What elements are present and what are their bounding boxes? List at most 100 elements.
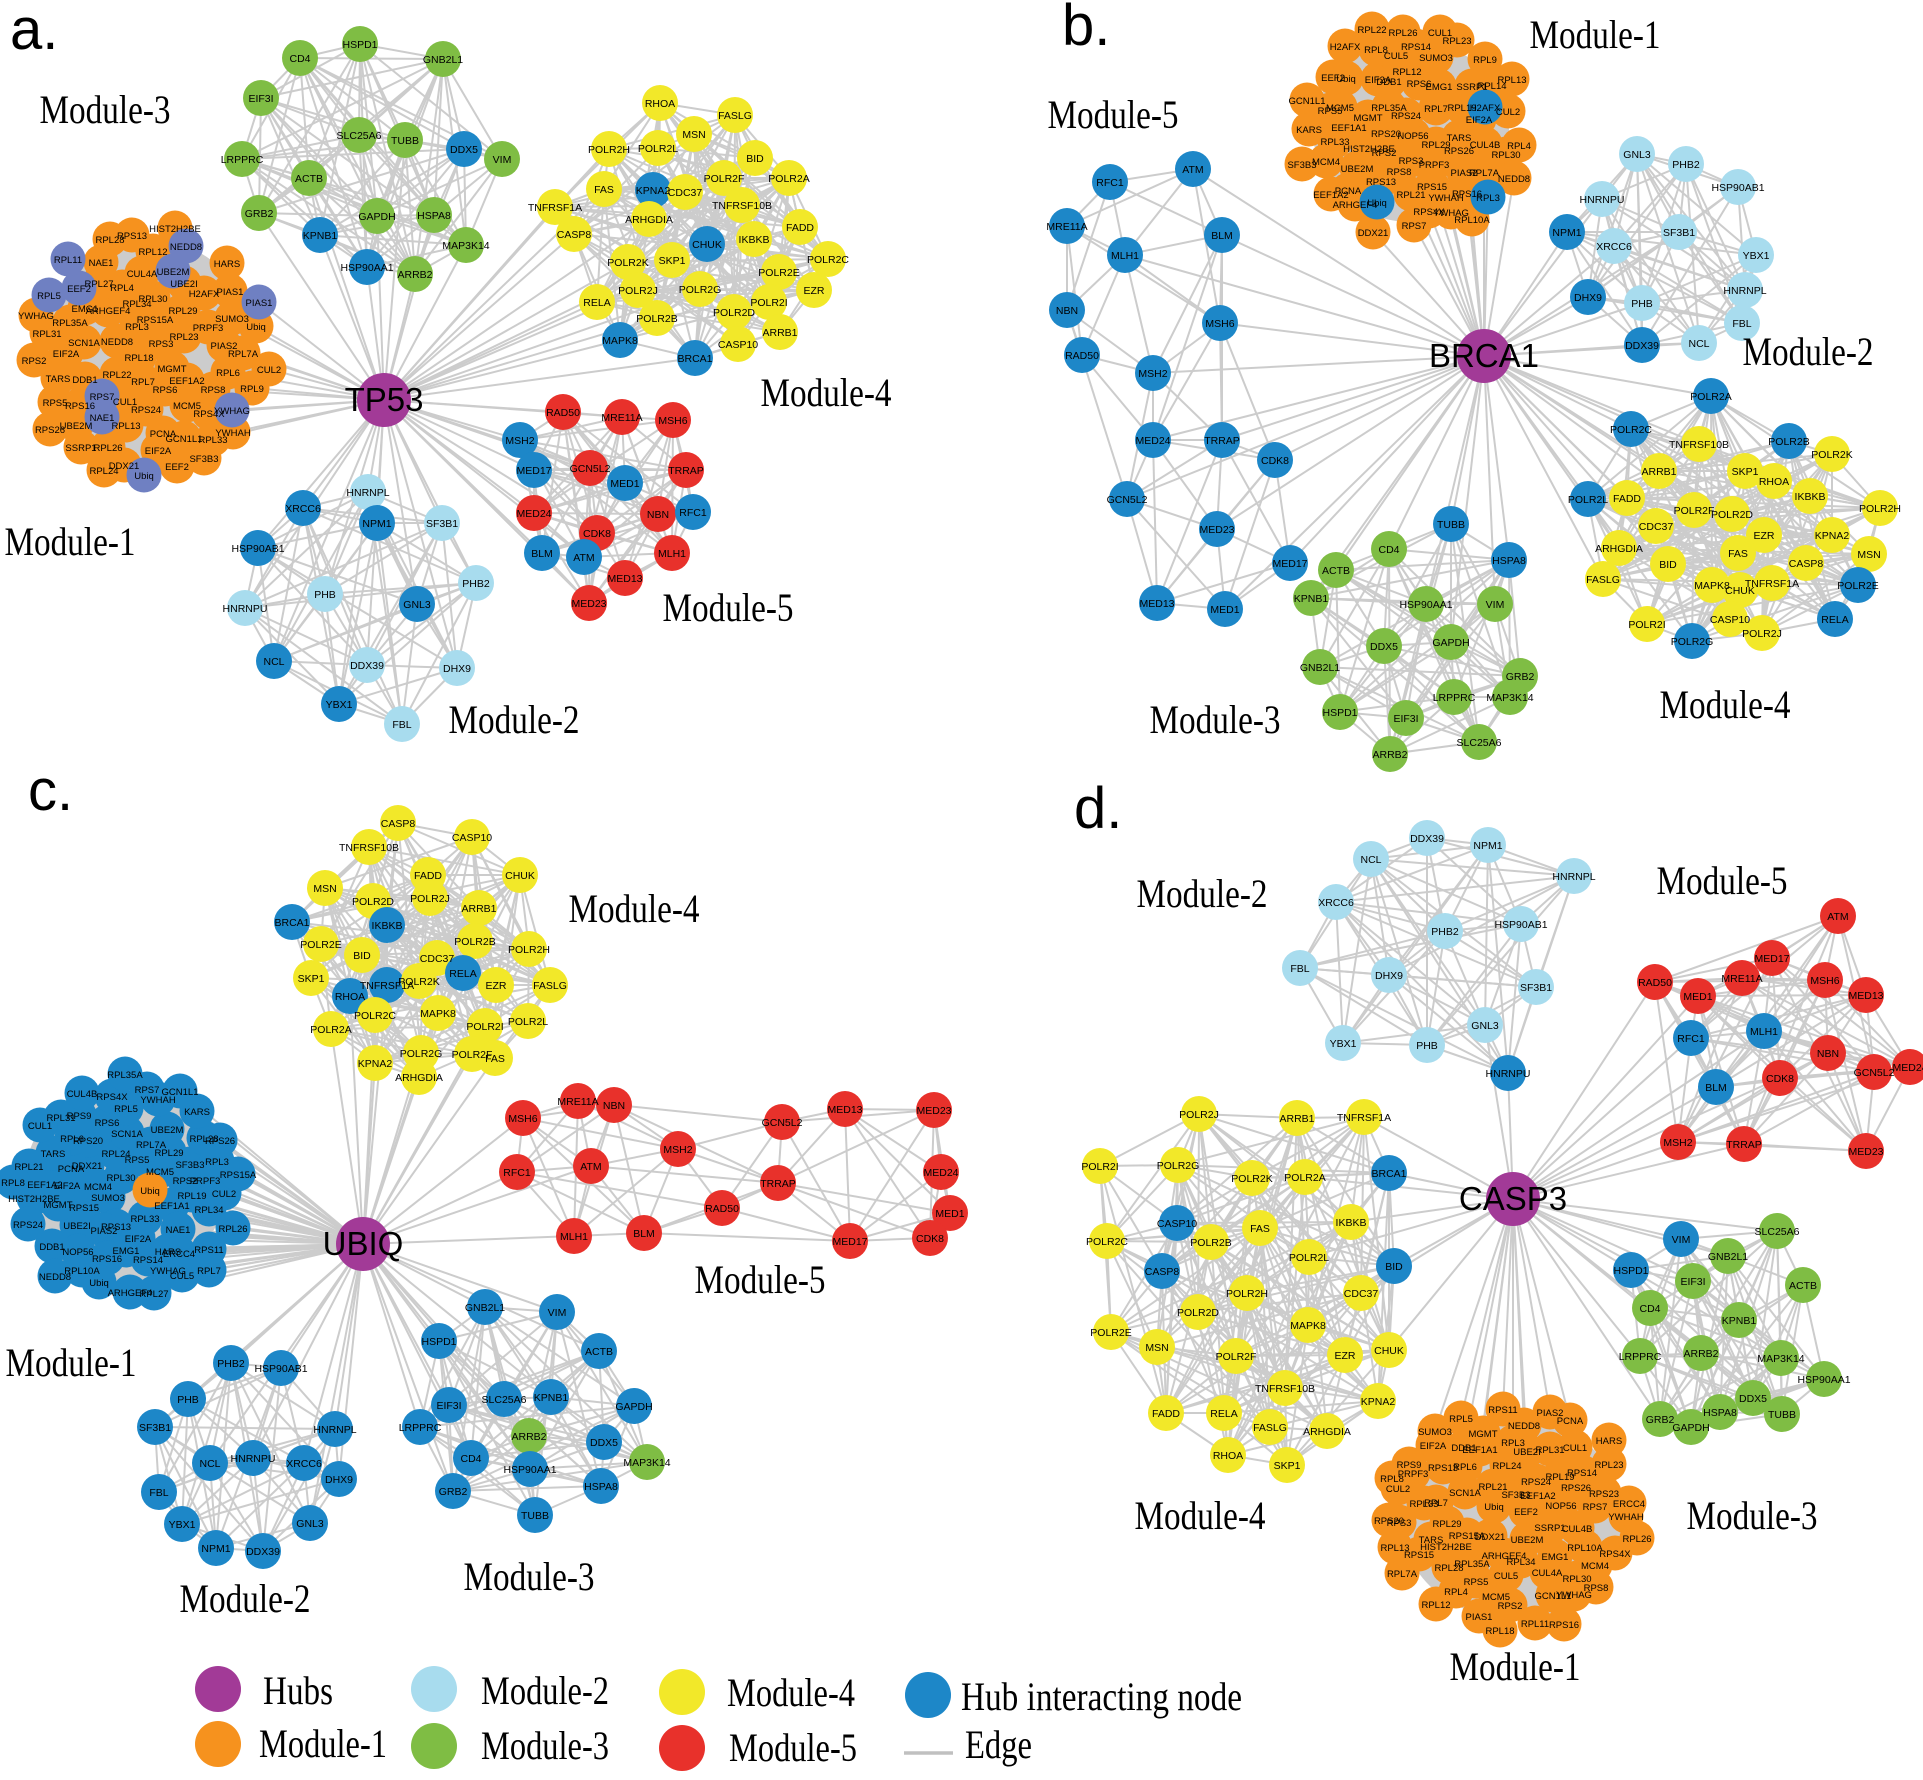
svg-text:SKP1: SKP1	[659, 255, 686, 267]
svg-text:RPL3: RPL3	[1501, 1438, 1525, 1449]
svg-text:NBN: NBN	[1817, 1048, 1839, 1060]
svg-text:KARS: KARS	[1296, 125, 1322, 136]
svg-text:POLR2F: POLR2F	[704, 173, 745, 185]
svg-text:ARHGEF4: ARHGEF4	[108, 1288, 153, 1299]
svg-text:RPS9: RPS9	[1397, 1460, 1422, 1471]
svg-text:EEF1A2: EEF1A2	[169, 376, 204, 387]
svg-text:RPL30: RPL30	[1562, 1574, 1591, 1585]
svg-text:Module-3: Module-3	[481, 1723, 609, 1768]
svg-text:RPL9: RPL9	[1473, 55, 1497, 66]
svg-text:DHX9: DHX9	[325, 1474, 353, 1486]
svg-text:HNRNPU: HNRNPU	[223, 603, 268, 615]
svg-text:PIAS1: PIAS1	[1466, 1612, 1493, 1623]
svg-text:EIF2A: EIF2A	[125, 1234, 152, 1245]
svg-text:Edge: Edge	[965, 1722, 1032, 1767]
svg-text:RPL21: RPL21	[1396, 190, 1425, 201]
svg-text:PRPF3: PRPF3	[193, 323, 224, 334]
svg-text:RPL9: RPL9	[240, 384, 264, 395]
svg-text:HARS: HARS	[214, 259, 240, 270]
svg-text:KPNA2: KPNA2	[1815, 530, 1850, 542]
svg-text:ARRB2: ARRB2	[1372, 749, 1407, 761]
svg-text:HNRNPL: HNRNPL	[313, 1424, 356, 1436]
svg-text:RPL26: RPL26	[1388, 28, 1417, 39]
svg-text:RPS11: RPS11	[194, 1245, 223, 1256]
svg-text:RHOA: RHOA	[335, 991, 365, 1003]
svg-text:POLR2H: POLR2H	[508, 944, 550, 956]
svg-text:MGMT: MGMT	[1468, 1429, 1497, 1440]
svg-text:GRB2: GRB2	[1646, 1414, 1675, 1426]
svg-text:MRE11A: MRE11A	[601, 412, 642, 424]
svg-text:RPL12: RPL12	[1421, 1600, 1450, 1611]
svg-text:POLR2I: POLR2I	[750, 297, 787, 309]
svg-text:SF3B1: SF3B1	[1520, 982, 1552, 994]
svg-text:UBE2M: UBE2M	[1341, 164, 1374, 175]
svg-text:MCM4: MCM4	[84, 1182, 112, 1193]
svg-text:a.: a.	[10, 0, 58, 62]
svg-text:Module-1: Module-1	[5, 519, 136, 564]
svg-text:EZR: EZR	[1335, 1350, 1356, 1362]
svg-text:EIF3I: EIF3I	[248, 93, 273, 105]
svg-text:RPL26: RPL26	[218, 1224, 247, 1235]
svg-text:CASP3: CASP3	[1459, 1180, 1567, 1217]
svg-text:Module-5: Module-5	[1048, 92, 1179, 137]
svg-text:POLR2K: POLR2K	[1231, 1173, 1272, 1185]
svg-text:SKP1: SKP1	[1274, 1460, 1301, 1472]
svg-text:RPS26: RPS26	[1561, 1483, 1591, 1494]
svg-text:TRRAP: TRRAP	[1726, 1139, 1762, 1151]
svg-text:RPL29: RPL29	[168, 306, 197, 317]
svg-text:FADD: FADD	[786, 222, 814, 234]
svg-text:FADD: FADD	[1613, 493, 1641, 505]
svg-text:TUBB: TUBB	[1437, 519, 1465, 531]
svg-text:RPS4X: RPS4X	[96, 1092, 128, 1103]
svg-text:Module-4: Module-4	[1660, 682, 1791, 727]
svg-text:CUL4B: CUL4B	[67, 1089, 98, 1100]
svg-text:RPS15A: RPS15A	[1449, 1531, 1486, 1542]
svg-text:SF3B1: SF3B1	[1663, 227, 1695, 239]
svg-text:NOP56: NOP56	[62, 1247, 93, 1258]
svg-text:POLR2C: POLR2C	[1086, 1236, 1128, 1248]
svg-text:RPS20: RPS20	[1374, 1516, 1404, 1527]
svg-text:Module-1: Module-1	[1530, 12, 1661, 57]
svg-text:PHB2: PHB2	[1672, 159, 1700, 171]
svg-text:ERCC4: ERCC4	[1613, 1499, 1645, 1510]
svg-text:ATM: ATM	[573, 552, 594, 564]
svg-text:Module-5: Module-5	[729, 1725, 857, 1770]
svg-text:RPL22: RPL22	[1357, 25, 1386, 36]
svg-text:RPL24: RPL24	[1492, 1461, 1521, 1472]
svg-text:PIAS1: PIAS1	[246, 298, 273, 309]
svg-text:PIAS2: PIAS2	[211, 341, 238, 352]
svg-text:MCM5: MCM5	[1482, 1592, 1510, 1603]
svg-text:CASP8: CASP8	[1789, 558, 1824, 570]
svg-text:XRCC6: XRCC6	[286, 1458, 322, 1470]
svg-text:MED13: MED13	[1139, 598, 1174, 610]
svg-text:ACTB: ACTB	[295, 173, 323, 185]
svg-text:CUL2: CUL2	[1386, 1484, 1410, 1495]
svg-text:CD4: CD4	[460, 1453, 481, 1465]
svg-text:POLR2L: POLR2L	[638, 143, 678, 155]
svg-text:HNRNPL: HNRNPL	[346, 487, 389, 499]
svg-text:UBE2I: UBE2I	[170, 279, 197, 290]
svg-text:MSH2: MSH2	[663, 1144, 692, 1156]
svg-text:RPL33: RPL33	[130, 1214, 159, 1225]
svg-text:GNL3: GNL3	[296, 1518, 324, 1530]
svg-text:MCM4: MCM4	[1312, 157, 1340, 168]
svg-text:HSPA8: HSPA8	[584, 1481, 618, 1493]
svg-text:RPL7A: RPL7A	[1387, 1569, 1418, 1580]
svg-text:DDB1: DDB1	[72, 375, 97, 386]
svg-text:SLC25A6: SLC25A6	[482, 1394, 527, 1406]
svg-text:RHOA: RHOA	[1213, 1450, 1243, 1462]
svg-text:NPM1: NPM1	[362, 518, 391, 530]
svg-text:TP53: TP53	[345, 381, 424, 418]
svg-text:HSPA8: HSPA8	[1492, 555, 1526, 567]
svg-text:YWHAH: YWHAH	[1608, 1512, 1644, 1523]
svg-text:MED13: MED13	[1848, 990, 1883, 1002]
svg-text:VIM: VIM	[1672, 1234, 1691, 1246]
svg-text:CUL5: CUL5	[1384, 51, 1408, 62]
svg-text:MCM5: MCM5	[173, 401, 201, 412]
svg-text:XRCC6: XRCC6	[1596, 241, 1632, 253]
svg-text:FAS: FAS	[1250, 1223, 1270, 1235]
svg-text:BRCA1: BRCA1	[274, 917, 309, 929]
svg-text:POLR2G: POLR2G	[400, 1048, 443, 1060]
svg-text:RPL7: RPL7	[1424, 1498, 1448, 1509]
svg-text:Ubiq: Ubiq	[89, 1278, 109, 1289]
